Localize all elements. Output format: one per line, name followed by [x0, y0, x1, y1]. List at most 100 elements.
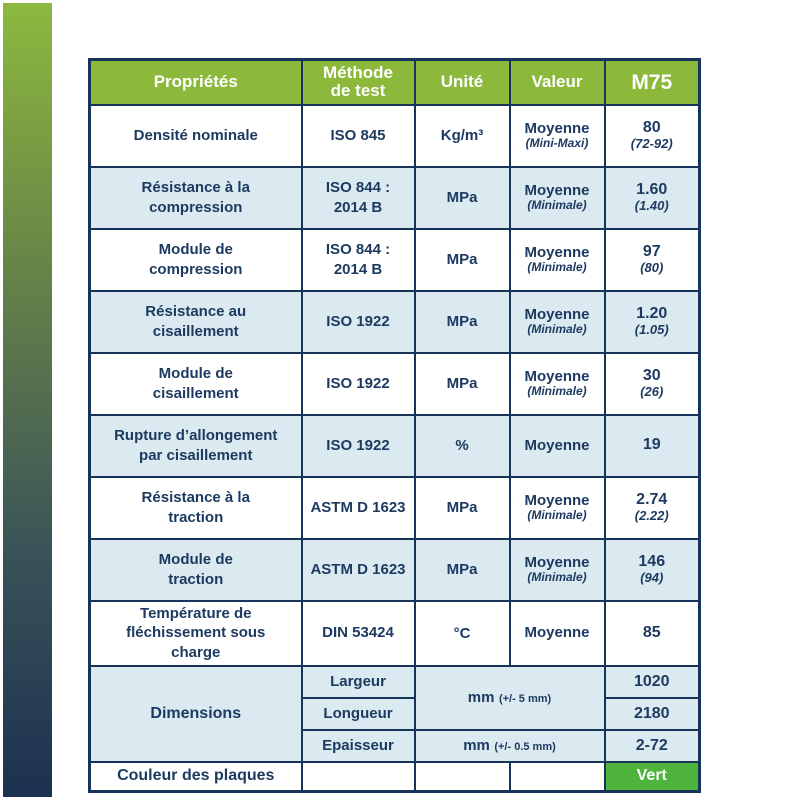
valeur-sub: (Minimale) — [527, 260, 587, 275]
spec-table: Propriétés Méthode de test Unité Valeur … — [88, 58, 701, 793]
valeur-sub: (Minimale) — [527, 198, 587, 213]
property-cell: Module de compression — [88, 227, 303, 292]
method-cell: ISO 1922 — [300, 289, 416, 354]
m75-cell: 1.20 (1.05) — [603, 289, 701, 354]
method-cell: ISO 1922 — [300, 413, 416, 478]
m75-cell: 30 (26) — [603, 351, 701, 416]
m75-main: 85 — [642, 623, 661, 641]
m75-cell: 80 (72-92) — [603, 103, 701, 168]
valeur-main: Moyenne — [524, 553, 590, 571]
valeur-cell: Moyenne (Minimale) — [508, 351, 606, 416]
m75-cell: 2.74 (2.22) — [603, 475, 701, 540]
valeur-cell: Moyenne (Minimale) — [508, 475, 606, 540]
unit-cell: MPa — [413, 475, 511, 540]
property-cell: Résistance au cisaillement — [88, 289, 303, 354]
method-cell: ISO 845 — [300, 103, 416, 168]
unit-cell: MPa — [413, 351, 511, 416]
valeur-main: Moyenne — [524, 367, 590, 385]
valeur-main: Moyenne — [524, 624, 590, 642]
table-row-dimensions-largeur: Dimensions Largeur mm (+/- 5 mm) 1020 — [88, 664, 701, 763]
method-cell: DIN 53424 — [300, 599, 416, 667]
valeur-cell: Moyenne (Minimale) — [508, 227, 606, 292]
m75-main: 97 — [642, 242, 661, 260]
header-row: Propriétés Méthode de test Unité Valeur … — [88, 58, 701, 106]
valeur-cell: Moyenne (Minimale) — [508, 537, 606, 602]
valeur-main: Moyenne — [524, 243, 590, 261]
property-cell: Résistance à la traction — [88, 475, 303, 540]
col-header-unite: Unité — [413, 58, 511, 106]
m75-main: 1.60 — [636, 180, 668, 198]
valeur-sub: (Minimale) — [527, 384, 587, 399]
table-row-module-cisaillement: Module de cisaillement ISO 1922 MPa Moye… — [88, 351, 701, 416]
property-cell: Rupture d’allongement par cisaillement — [88, 413, 303, 478]
m75-main: 30 — [642, 366, 661, 384]
col-header-valeur: Valeur — [508, 58, 606, 106]
valeur-sub: (Minimale) — [527, 508, 587, 523]
m75-main: 19 — [642, 436, 661, 454]
col-header-m75: M75 — [603, 58, 701, 106]
m75-sub: (80) — [640, 260, 664, 276]
m75-main: 2.74 — [636, 490, 668, 508]
dimensions-unit-mm-05: mm (+/- 0.5 mm) — [413, 728, 606, 763]
unit-cell: °C — [413, 599, 511, 667]
dimension-epaisseur-label: Epaisseur — [300, 728, 416, 763]
valeur-sub: (Mini-Maxi) — [525, 136, 589, 151]
valeur-main: Moyenne — [524, 181, 590, 199]
valeur-sub: (Minimale) — [527, 322, 587, 337]
col-header-proprietes: Propriétés — [88, 58, 303, 106]
mm-tolerance: (+/- 0.5 mm) — [494, 740, 556, 753]
mm-unit: mm — [467, 688, 495, 706]
property-cell: Température de fléchissement sous charge — [88, 599, 303, 667]
valeur-main: Moyenne — [524, 436, 590, 454]
method-cell: ASTM D 1623 — [300, 475, 416, 540]
table-row-densite-nominale: Densité nominale ISO 845 Kg/m³ Moyenne (… — [88, 103, 701, 168]
table-row-module-traction: Module de traction ASTM D 1623 MPa Moyen… — [88, 537, 701, 602]
table-row-resistance-compression: Résistance à la compression ISO 844 : 20… — [88, 165, 701, 230]
method-cell: ISO 1922 — [300, 351, 416, 416]
dimension-largeur-label: Largeur — [300, 664, 416, 699]
m75-sub: (72-92) — [630, 136, 673, 152]
valeur-cell: Moyenne (Mini-Maxi) — [508, 103, 606, 168]
table-row-rupture-allongement: Rupture d’allongement par cisaillement I… — [88, 413, 701, 478]
valeur-main: Moyenne — [524, 305, 590, 323]
mm-unit: mm — [463, 736, 490, 754]
empty-cell — [508, 760, 606, 793]
col-header-methode-de-test: Méthode de test — [300, 58, 416, 106]
m75-cell: 85 — [603, 599, 701, 667]
couleur-value-badge: Vert — [603, 760, 701, 793]
m75-main: 146 — [638, 552, 666, 570]
table-row-module-compression: Module de compression ISO 844 : 2014 B M… — [88, 227, 701, 292]
dimension-epaisseur-value: 2-72 — [603, 728, 701, 763]
table-row-couleur-plaques: Couleur des plaques Vert — [88, 760, 701, 793]
method-cell: ISO 844 : 2014 B — [300, 165, 416, 230]
m75-main: 80 — [642, 118, 661, 136]
m75-main: 1.20 — [636, 304, 668, 322]
m75-sub: (26) — [640, 384, 664, 400]
mm-tolerance: (+/- 5 mm) — [498, 692, 552, 705]
m75-cell: 19 — [603, 413, 701, 478]
valeur-main: Moyenne — [524, 491, 590, 509]
valeur-cell: Moyenne — [508, 599, 606, 667]
m75-sub: (1.05) — [634, 322, 669, 338]
method-cell: ISO 844 : 2014 B — [300, 227, 416, 292]
empty-cell — [413, 760, 511, 793]
table-row-resistance-traction: Résistance à la traction ASTM D 1623 MPa… — [88, 475, 701, 540]
valeur-cell: Moyenne — [508, 413, 606, 478]
unit-cell: % — [413, 413, 511, 478]
m75-cell: 146 (94) — [603, 537, 701, 602]
dimensions-label: Dimensions — [88, 664, 303, 763]
table-row-temperature-flechissement: Température de fléchissement sous charge… — [88, 599, 701, 667]
table-row-resistance-cisaillement: Résistance au cisaillement ISO 1922 MPa … — [88, 289, 701, 354]
m75-sub: (94) — [640, 570, 664, 586]
property-cell: Module de cisaillement — [88, 351, 303, 416]
valeur-sub: (Minimale) — [527, 570, 587, 585]
m75-sub: (2.22) — [634, 508, 669, 524]
valeur-cell: Moyenne (Minimale) — [508, 289, 606, 354]
unit-cell: Kg/m³ — [413, 103, 511, 168]
valeur-cell: Moyenne (Minimale) — [508, 165, 606, 230]
unit-cell: MPa — [413, 227, 511, 292]
method-cell: ASTM D 1623 — [300, 537, 416, 602]
unit-cell: MPa — [413, 537, 511, 602]
property-cell: Densité nominale — [88, 103, 303, 168]
m75-sub: (1.40) — [634, 198, 669, 214]
